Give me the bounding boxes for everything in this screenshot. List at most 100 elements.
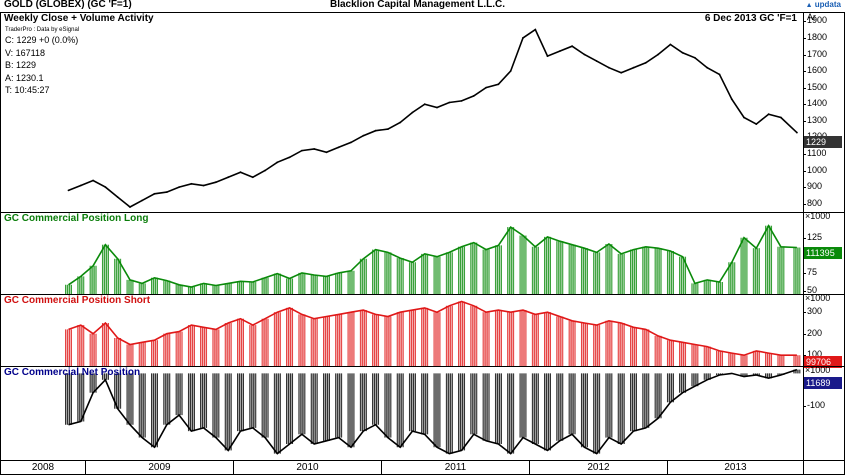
- price-point: [264, 169, 266, 172]
- price-panel[interactable]: Weekly Close + Volume Activity TraderPro…: [0, 12, 845, 213]
- company-name: Blacklion Capital Management L.L.C.: [330, 0, 506, 10]
- data-source: TraderPro : Data by eSignal: [5, 27, 80, 33]
- short-bar: [507, 312, 515, 366]
- net-panel[interactable]: GC Commercial Net Position ×1000 -100 11…: [0, 365, 845, 461]
- short-bar: [323, 316, 330, 366]
- long-bar: [470, 242, 478, 294]
- short-bar: [347, 312, 355, 366]
- long-bar: [494, 245, 502, 294]
- price-tick-mark: [803, 187, 806, 189]
- price-readout: TraderPro : Data by eSignal C: 1229 +0 (…: [5, 26, 79, 97]
- short-tick-mark: [803, 312, 806, 314]
- short-bar: [433, 312, 441, 366]
- short-bar: [666, 340, 674, 366]
- short-bar: [114, 338, 122, 366]
- net-bar: [237, 373, 244, 432]
- long-panel[interactable]: GC Commercial Position Long ×1000 125100…: [0, 211, 845, 295]
- long-bar: [752, 248, 760, 294]
- price-point: [718, 73, 721, 76]
- short-bar: [752, 350, 760, 366]
- net-bar: [445, 373, 453, 454]
- date-label: 6 Dec 2013 GC 'F=1: [704, 13, 797, 24]
- long-last-value-tag: 111395: [804, 247, 842, 259]
- instrument-title: GOLD (GLOBEX) (GC 'F=1): [4, 0, 132, 10]
- long-bar: [507, 227, 515, 294]
- long-bar: [77, 276, 85, 294]
- short-panel[interactable]: GC Commercial Position Short ×1000 300 20…: [0, 293, 845, 368]
- short-bar: [298, 314, 306, 366]
- long-bar: [544, 236, 551, 294]
- price-point: [632, 66, 635, 69]
- long-bar: [482, 249, 490, 294]
- short-bar: [261, 318, 269, 366]
- price-point: [657, 53, 659, 56]
- short-tick-label: 200: [807, 327, 823, 338]
- net-bar: [163, 373, 171, 425]
- long-bar: [335, 272, 343, 294]
- short-bar: [396, 312, 404, 366]
- long-bar: [89, 265, 97, 294]
- price-point: [92, 179, 94, 182]
- price-point: [215, 181, 217, 184]
- long-bar: [580, 248, 588, 294]
- long-bar: [740, 237, 748, 294]
- net-bar: [101, 373, 109, 380]
- long-tick-label: 75: [807, 266, 818, 277]
- long-bar: [408, 262, 416, 294]
- price-point: [399, 121, 402, 124]
- short-bar: [580, 323, 588, 366]
- net-bar: [65, 373, 72, 425]
- net-y-axis[interactable]: ×1000 -100 11689: [803, 365, 844, 460]
- short-bar: [384, 316, 392, 366]
- net-bar: [605, 373, 613, 438]
- price-point: [706, 66, 709, 69]
- long-y-axis[interactable]: ×1000 1251007550 111395: [803, 211, 844, 295]
- price-point: [153, 192, 156, 195]
- year-label: 2008: [1, 461, 86, 474]
- long-multiplier: ×1000: [805, 211, 831, 221]
- time-axis[interactable]: 2008 2009 2010 2011 2012 2013: [0, 460, 845, 475]
- price-point: [104, 186, 107, 189]
- price-point: [239, 171, 242, 174]
- short-y-axis[interactable]: ×1000 300 200 100 99706: [803, 293, 844, 368]
- year-label: 2012: [530, 461, 668, 474]
- price-point: [448, 101, 451, 104]
- short-bar: [470, 305, 478, 366]
- price-point: [796, 131, 798, 134]
- readout-time: T: 10:45:27: [5, 85, 50, 95]
- short-bar: [126, 344, 134, 366]
- long-panel-title: GC Commercial Position Long: [4, 213, 149, 224]
- long-bar: [691, 283, 699, 294]
- long-bar: [200, 283, 208, 294]
- long-plot-area[interactable]: GC Commercial Position Long: [1, 213, 804, 294]
- net-bar: [617, 373, 625, 444]
- short-chart-svg: [65, 300, 801, 366]
- price-point: [67, 189, 70, 192]
- price-point: [141, 199, 144, 202]
- net-plot-area[interactable]: GC Commercial Net Position: [1, 367, 804, 460]
- net-bar: [372, 373, 380, 425]
- short-plot-area[interactable]: GC Commercial Position Short: [1, 295, 804, 366]
- net-bar: [261, 373, 269, 438]
- long-bar: [728, 262, 736, 294]
- long-tick-mark: [803, 290, 806, 292]
- long-bar: [65, 284, 72, 294]
- net-bar: [793, 369, 801, 374]
- price-plot-area[interactable]: Weekly Close + Volume Activity TraderPro…: [1, 13, 804, 212]
- short-bar: [617, 323, 625, 366]
- short-bar: [163, 333, 171, 366]
- price-point: [583, 53, 586, 56]
- price-y-axis[interactable]: Ar 1900180017001600150014001300120011001…: [803, 12, 844, 212]
- updata-logo[interactable]: ▲ updata: [805, 0, 841, 9]
- price-point: [681, 51, 684, 54]
- short-bar: [703, 346, 711, 366]
- price-point: [755, 123, 758, 125]
- net-bar: [679, 373, 687, 393]
- price-tick-mark: [803, 21, 806, 23]
- short-bar: [568, 320, 576, 366]
- net-bar: [126, 373, 134, 425]
- price-tick-mark: [803, 120, 806, 122]
- net-bar: [212, 373, 220, 438]
- price-point: [178, 186, 181, 189]
- net-line: [68, 368, 798, 455]
